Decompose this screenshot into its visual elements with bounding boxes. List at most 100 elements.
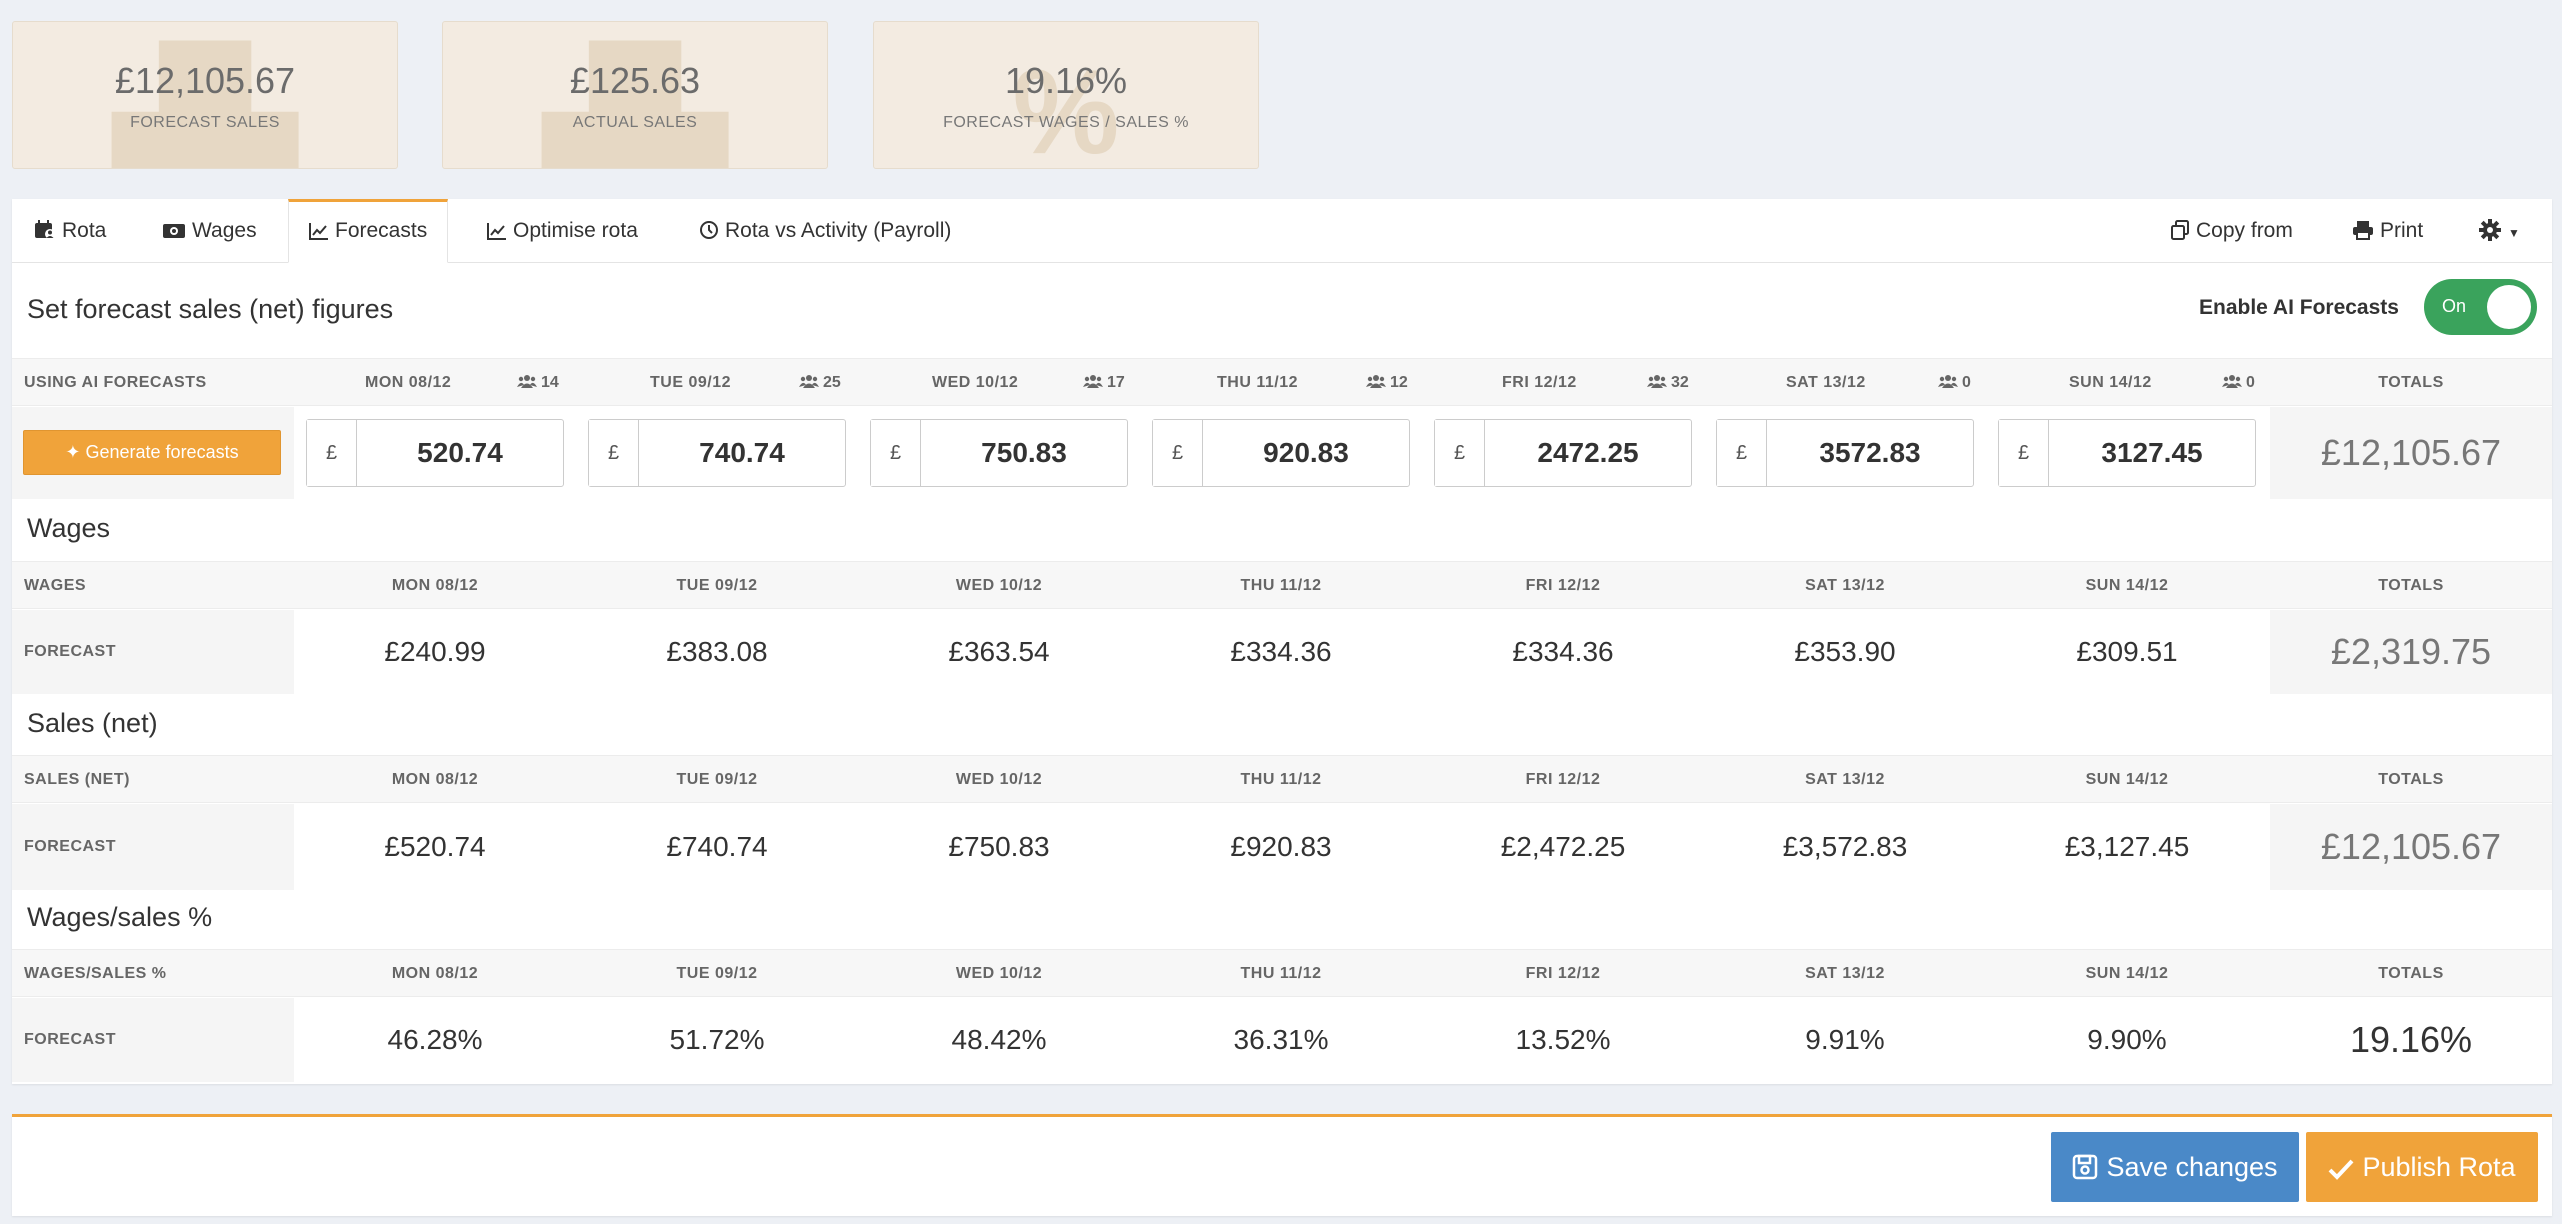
forecast-value[interactable]: 750.83: [981, 437, 1067, 468]
wages-sales-header-row: WAGES/SALES % MON 08/12 TUE 09/12 WED 10…: [12, 949, 2552, 997]
wages-value: £353.90: [1794, 636, 1896, 667]
money-bill-icon: [163, 224, 185, 238]
generate-forecasts-button[interactable]: ✦ Generate forecasts: [23, 430, 281, 475]
users-icon: [1083, 375, 1103, 388]
forecast-input-fri[interactable]: £2472.25: [1434, 419, 1692, 487]
forecast-input-tue[interactable]: £740.74: [588, 419, 846, 487]
sales-value: £740.74: [666, 831, 768, 862]
users-icon: [517, 375, 537, 388]
tab-forecasts[interactable]: Forecasts: [288, 199, 449, 263]
wages-header-row: WAGES MON 08/12 TUE 09/12 WED 10/12 THU …: [12, 561, 2552, 609]
copy-from-button[interactable]: Copy from: [2170, 199, 2293, 263]
staff-count: 17: [1083, 359, 1125, 407]
wages-value: £383.08: [666, 636, 768, 667]
kpi-label: FORECAST WAGES / SALES %: [943, 114, 1189, 131]
tab-wages[interactable]: Wages: [162, 199, 257, 263]
wages-value: £309.51: [2076, 636, 2178, 667]
kpi-wages-sales-pct: % 19.16% FORECAST WAGES / SALES %: [873, 21, 1259, 169]
currency-addon: £: [871, 420, 921, 486]
check-icon: [2329, 1159, 2354, 1180]
forecast-input-wed[interactable]: £750.83: [870, 419, 1128, 487]
header-label: WAGES/SALES %: [24, 965, 167, 982]
users-icon: [1938, 375, 1958, 388]
forecast-value[interactable]: 740.74: [699, 437, 785, 468]
save-changes-button[interactable]: Save changes: [2051, 1132, 2299, 1202]
tab-bar: Rota Wages Forecasts Optimise rota Rota …: [12, 199, 2552, 263]
forecast-value[interactable]: 2472.25: [1537, 437, 1639, 468]
currency-addon: £: [1153, 420, 1203, 486]
publish-label: Publish Rota: [2362, 1152, 2516, 1182]
day-header: SUN 14/12: [2085, 771, 2169, 788]
sales-row-label: FORECAST: [12, 804, 294, 890]
wages-section-title: Wages: [27, 513, 111, 543]
sales-total: £12,105.67: [2270, 804, 2552, 890]
sales-value: £520.74: [384, 831, 486, 862]
print-icon: [2353, 221, 2373, 240]
gear-icon: [2479, 219, 2501, 241]
wages-value: £363.54: [948, 636, 1050, 667]
day-header: SUN 14/12: [2085, 577, 2169, 594]
sales-value: £750.83: [948, 831, 1050, 862]
day-header: THU 11/12: [1240, 965, 1322, 982]
forecast-total: £12,105.67: [2270, 407, 2552, 499]
forecast-section-title: Set forecast sales (net) figures: [27, 294, 394, 324]
forecast-value[interactable]: 3572.83: [1819, 437, 1921, 468]
tab-rota[interactable]: Rota: [34, 199, 106, 263]
totals-header: TOTALS: [2378, 771, 2444, 788]
toggle-knob: [2487, 285, 2531, 329]
sales-value: £2,472.25: [1500, 831, 1626, 862]
forecast-input-sat[interactable]: £3572.83: [1716, 419, 1974, 487]
tab-optimise-rota[interactable]: Optimise rota: [487, 199, 638, 263]
day-header: MON 08/12: [391, 965, 479, 982]
day-header: TUE 09/12: [676, 965, 758, 982]
print-button[interactable]: Print: [2352, 199, 2423, 263]
tab-rota-vs-activity[interactable]: Rota vs Activity (Payroll): [699, 199, 951, 263]
clock-icon: [700, 221, 718, 239]
currency-addon: £: [1717, 420, 1767, 486]
totals-header: TOTALS: [2378, 374, 2444, 391]
action-bar: Save changes Publish Rota: [12, 1114, 2552, 1216]
day-header: WED 10/12: [955, 771, 1043, 788]
copy-from-label: Copy from: [2196, 219, 2293, 242]
chart-line-icon: [309, 223, 328, 240]
ai-forecasts-toggle[interactable]: On: [2424, 279, 2537, 335]
kpi-label: FORECAST SALES: [130, 114, 280, 131]
forecasts-panel: Rota Wages Forecasts Optimise rota Rota …: [12, 199, 2552, 1084]
ai-forecasts-label: Enable AI Forecasts: [2199, 296, 2399, 319]
sales-section-title: Sales (net): [27, 708, 158, 738]
day-header: FRI 12/12: [1502, 374, 1577, 391]
sales-header-row: SALES (NET) MON 08/12 TUE 09/12 WED 10/1…: [12, 755, 2552, 803]
wages-sales-value: 46.28%: [387, 1024, 483, 1055]
users-icon: [2222, 375, 2242, 388]
tab-label: Optimise rota: [513, 219, 638, 242]
users-icon: [1366, 375, 1386, 388]
forecast-input-sun[interactable]: £3127.45: [1998, 419, 2256, 487]
forecast-value[interactable]: 3127.45: [2101, 437, 2203, 468]
staff-count: 0: [1938, 359, 1971, 407]
forecast-header-row: USING AI FORECASTS MON 08/12 14 TUE 09/1…: [12, 358, 2552, 406]
kpi-forecast-sales: ▟▙ £12,105.67 FORECAST SALES: [12, 21, 398, 169]
sales-value: £3,127.45: [2064, 831, 2190, 862]
wages-sales-value: 9.90%: [2087, 1024, 2167, 1055]
staff-count: 25: [799, 359, 841, 407]
day-header: TUE 09/12: [676, 577, 758, 594]
chart-line-icon: [487, 223, 506, 240]
publish-rota-button[interactable]: Publish Rota: [2306, 1132, 2538, 1202]
day-header: WED 10/12: [932, 374, 1019, 391]
forecast-value[interactable]: 520.74: [417, 437, 503, 468]
day-header: THU 11/12: [1217, 374, 1298, 391]
chevron-down-icon: ▼: [2508, 226, 2520, 240]
settings-dropdown[interactable]: ▼: [2478, 199, 2520, 263]
forecast-input-mon[interactable]: £520.74: [306, 419, 564, 487]
kpi-actual-sales: ▟▙ £125.63 ACTUAL SALES: [442, 21, 828, 169]
header-label: WAGES: [24, 577, 87, 594]
forecast-input-thu[interactable]: £920.83: [1152, 419, 1410, 487]
day-header: WED 10/12: [955, 965, 1043, 982]
kpi-value: 19.16%: [1004, 60, 1128, 101]
day-header: SAT 13/12: [1786, 374, 1866, 391]
forecast-value[interactable]: 920.83: [1263, 437, 1349, 468]
day-header: MON 08/12: [365, 374, 452, 391]
tab-label: Rota vs Activity (Payroll): [725, 219, 952, 242]
users-icon: [1647, 375, 1667, 388]
day-header: SAT 13/12: [1805, 577, 1885, 594]
